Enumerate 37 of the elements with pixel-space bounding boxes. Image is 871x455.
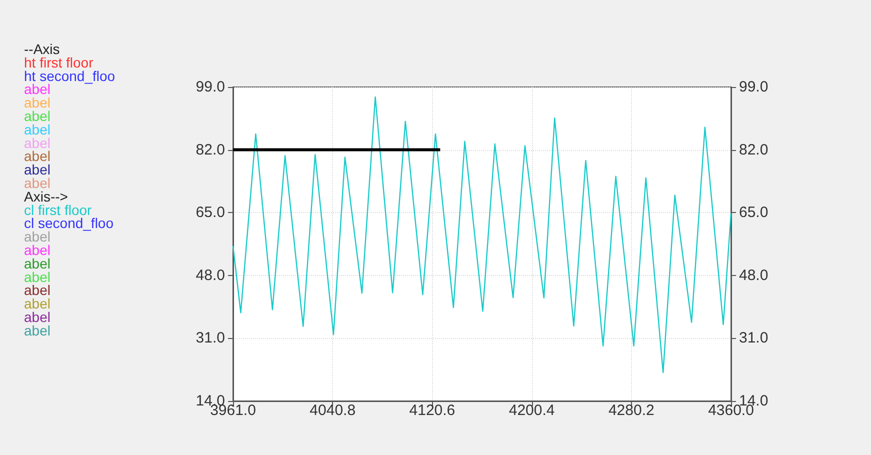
y2-tick-label: 48.0: [739, 266, 768, 284]
x-tick-label: 4200.4: [508, 402, 555, 419]
text: cl first floor: [24, 202, 92, 218]
legend-label: abel: [24, 309, 50, 325]
legend-label: abel: [24, 108, 50, 124]
legend-label: abel: [24, 175, 50, 191]
y2-tick-label: 31.0: [739, 330, 768, 347]
line-series: [232, 96, 732, 374]
text: Axis-->: [24, 188, 68, 204]
x-tick-label: 4040.8: [310, 402, 356, 419]
legend-label: ht first floor: [24, 54, 94, 70]
y2-tick-label: 99.0: [739, 78, 768, 96]
y-tick-label: 48.0: [196, 266, 225, 284]
legend-label: abel: [24, 228, 50, 245]
y2-tick-label: 65.0: [739, 204, 768, 222]
x-tick-label: 4120.6: [409, 402, 456, 419]
y-tick-label: 99.0: [196, 78, 225, 96]
legend-label: abel: [24, 282, 50, 298]
legend-label: abel: [24, 268, 50, 285]
y2-tick-label: 82.0: [739, 141, 768, 158]
legend-label: abel: [24, 242, 50, 258]
legend-label: abel: [24, 94, 50, 111]
x-tick-label: 4280.2: [608, 402, 654, 419]
legend-label: abel: [24, 296, 50, 312]
text: --Axis: [24, 41, 60, 57]
y-tick-label: 31.0: [196, 330, 225, 347]
legend-label: abel: [24, 121, 50, 138]
y-tick-label: 65.0: [196, 204, 225, 222]
legend-label: abel: [24, 322, 50, 338]
legend-label: cl second_floo: [24, 215, 114, 232]
legend-label: abel: [24, 255, 50, 272]
y-tick-label: 82.0: [196, 141, 225, 158]
legend-label: abel: [24, 148, 50, 164]
legend-label: abel: [24, 134, 50, 151]
legend-label: ht second_floo: [24, 68, 116, 84]
legend-label: abel: [24, 81, 50, 98]
legend-label: abel: [24, 162, 50, 178]
